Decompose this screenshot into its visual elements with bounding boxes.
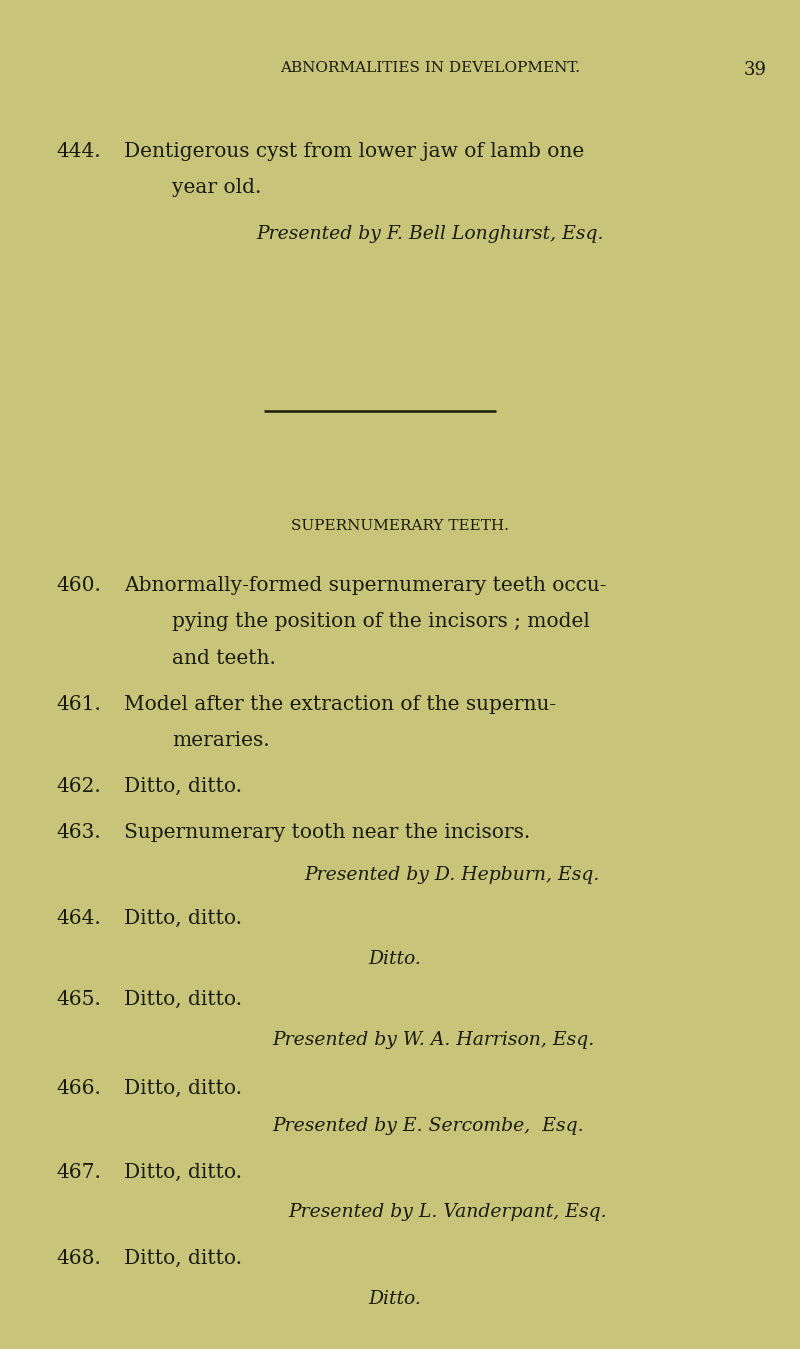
Text: Presented by W. A. Harrison, Esq.: Presented by W. A. Harrison, Esq. bbox=[272, 1031, 594, 1048]
Text: Ditto, ditto.: Ditto, ditto. bbox=[124, 1249, 242, 1268]
Text: 460.: 460. bbox=[56, 576, 101, 595]
Text: Ditto.: Ditto. bbox=[368, 950, 421, 967]
Text: 468.: 468. bbox=[56, 1249, 101, 1268]
Text: year old.: year old. bbox=[172, 178, 262, 197]
Text: 444.: 444. bbox=[56, 142, 101, 161]
Text: Dentigerous cyst from lower jaw of lamb one: Dentigerous cyst from lower jaw of lamb … bbox=[124, 142, 584, 161]
Text: SUPERNUMERARY TEETH.: SUPERNUMERARY TEETH. bbox=[291, 519, 509, 533]
Text: Model after the extraction of the supernu-: Model after the extraction of the supern… bbox=[124, 695, 556, 714]
Text: and teeth.: and teeth. bbox=[172, 649, 276, 668]
Text: 39: 39 bbox=[744, 61, 767, 78]
Text: Ditto.: Ditto. bbox=[368, 1290, 421, 1307]
Text: 466.: 466. bbox=[56, 1079, 101, 1098]
Text: Ditto, ditto.: Ditto, ditto. bbox=[124, 1163, 242, 1182]
Text: 462.: 462. bbox=[56, 777, 101, 796]
Text: Presented by E. Sercombe,  Esq.: Presented by E. Sercombe, Esq. bbox=[272, 1117, 584, 1135]
Text: Ditto, ditto.: Ditto, ditto. bbox=[124, 909, 242, 928]
Text: Supernumerary tooth near the incisors.: Supernumerary tooth near the incisors. bbox=[124, 823, 530, 842]
Text: Presented by F. Bell Longhurst, Esq.: Presented by F. Bell Longhurst, Esq. bbox=[256, 225, 603, 243]
Text: Abnormally-formed supernumerary teeth occu-: Abnormally-formed supernumerary teeth oc… bbox=[124, 576, 606, 595]
Text: 463.: 463. bbox=[56, 823, 101, 842]
Text: pying the position of the incisors ; model: pying the position of the incisors ; mod… bbox=[172, 612, 590, 631]
Text: Ditto, ditto.: Ditto, ditto. bbox=[124, 990, 242, 1009]
Text: Presented by L. Vanderpant, Esq.: Presented by L. Vanderpant, Esq. bbox=[288, 1203, 606, 1221]
Text: Ditto, ditto.: Ditto, ditto. bbox=[124, 777, 242, 796]
Text: 461.: 461. bbox=[56, 695, 101, 714]
Text: meraries.: meraries. bbox=[172, 731, 270, 750]
Text: Presented by D. Hepburn, Esq.: Presented by D. Hepburn, Esq. bbox=[304, 866, 599, 884]
Text: 464.: 464. bbox=[56, 909, 101, 928]
Text: ABNORMALITIES IN DEVELOPMENT.: ABNORMALITIES IN DEVELOPMENT. bbox=[280, 61, 580, 74]
Text: 467.: 467. bbox=[56, 1163, 101, 1182]
Text: 465.: 465. bbox=[56, 990, 101, 1009]
Text: Ditto, ditto.: Ditto, ditto. bbox=[124, 1079, 242, 1098]
